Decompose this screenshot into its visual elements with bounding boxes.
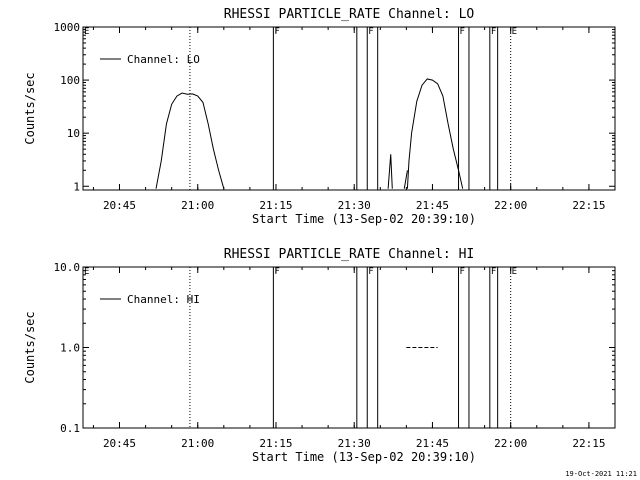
chart-1-ytick-label-4: 1000 xyxy=(54,21,81,34)
chart-1-flag-f-3: F xyxy=(460,27,465,37)
chart-1-xtick-label-1: 20:45 xyxy=(103,199,136,212)
chart-2-group: RHESSI PARTICLE_RATE Channel: HI F F F F E E 20… xyxy=(23,247,616,464)
chart-1-series-segment-4 xyxy=(406,78,464,189)
chart-2-ylabel: Counts/sec xyxy=(23,311,37,383)
chart-2-flag-f-4: F xyxy=(491,267,496,277)
chart-1-xtick-label-6: 22:00 xyxy=(494,199,527,212)
chart-1-flag-f-1: F xyxy=(274,27,279,37)
chart-1-xlabel: Start Time (13-Sep-02 20:39:10) xyxy=(252,212,476,226)
plot-timestamp: 19-Oct-2021 11:21 xyxy=(565,470,637,478)
chart-1-flag-e-5: E xyxy=(512,27,517,37)
chart-2-ytick-label-3: 10.0 xyxy=(54,261,81,274)
chart-2-title: RHESSI PARTICLE_RATE Channel: HI xyxy=(224,247,474,262)
chart-1-legend-label: Channel: LO xyxy=(127,53,200,66)
chart-2-ytick-label-2: 1.0 xyxy=(60,342,80,355)
chart-1-flag-f-4: F xyxy=(491,27,496,37)
chart-1-xtick-label-2: 21:00 xyxy=(181,199,214,212)
chart-2-xtick-label-2: 21:00 xyxy=(181,437,214,450)
chart-2-flag-f-3: F xyxy=(460,267,465,277)
chart-2-xtick-label-7: 22:15 xyxy=(572,437,605,450)
chart-2-plot-area: F F F F EE xyxy=(84,267,517,428)
chart-1-xtick-label-4: 21:30 xyxy=(338,199,371,212)
chart-2-xtick-label-5: 21:45 xyxy=(416,437,449,450)
chart-2-flag-f-2: F xyxy=(368,267,373,277)
chart-1-group: RHESSI PARTICLE_RATE Channel: LO F F F F E E 20… xyxy=(23,7,616,226)
chart-1-axes-box xyxy=(82,26,616,191)
chart-2-xtick-label-4: 21:30 xyxy=(338,437,371,450)
chart-1-series-segment-2 xyxy=(387,154,393,189)
chart-1-series-segment-1 xyxy=(155,92,225,189)
chart-2-xtick-label-3: 21:15 xyxy=(259,437,292,450)
chart-2-corner-marker: E xyxy=(84,267,89,277)
chart-2-xlabel: Start Time (13-Sep-02 20:39:10) xyxy=(252,450,476,464)
chart-1-xtick-label-5: 21:45 xyxy=(416,199,449,212)
chart-1-xtick-label-3: 21:15 xyxy=(259,199,292,212)
chart-2-axes-box xyxy=(82,266,616,429)
chart-2-flag-f-1: F xyxy=(274,267,279,277)
chart-1-ytick-label-3: 100 xyxy=(60,74,80,87)
chart-1-xtick-label-7: 22:15 xyxy=(572,199,605,212)
chart-1-flag-f-2: F xyxy=(368,27,373,37)
chart-2-legend-label: Channel: HI xyxy=(127,293,200,306)
chart-1-plot-area: F F F F EE xyxy=(84,27,517,190)
chart-1-ytick-label-2: 10 xyxy=(67,127,80,140)
chart-1-title: RHESSI PARTICLE_RATE Channel: LO xyxy=(224,7,475,22)
chart-2-xtick-label-6: 22:00 xyxy=(494,437,527,450)
chart-2-flag-e-5: E xyxy=(512,267,517,277)
chart-1-corner-marker: E xyxy=(84,27,89,37)
chart-2-ytick-label-1: 0.1 xyxy=(60,422,80,435)
chart-2-xtick-label-1: 20:45 xyxy=(103,437,136,450)
chart-1-series-segment-3 xyxy=(403,170,408,189)
chart-1-ytick-label-1: 1 xyxy=(73,180,80,193)
chart-1-ylabel: Counts/sec xyxy=(23,72,37,144)
